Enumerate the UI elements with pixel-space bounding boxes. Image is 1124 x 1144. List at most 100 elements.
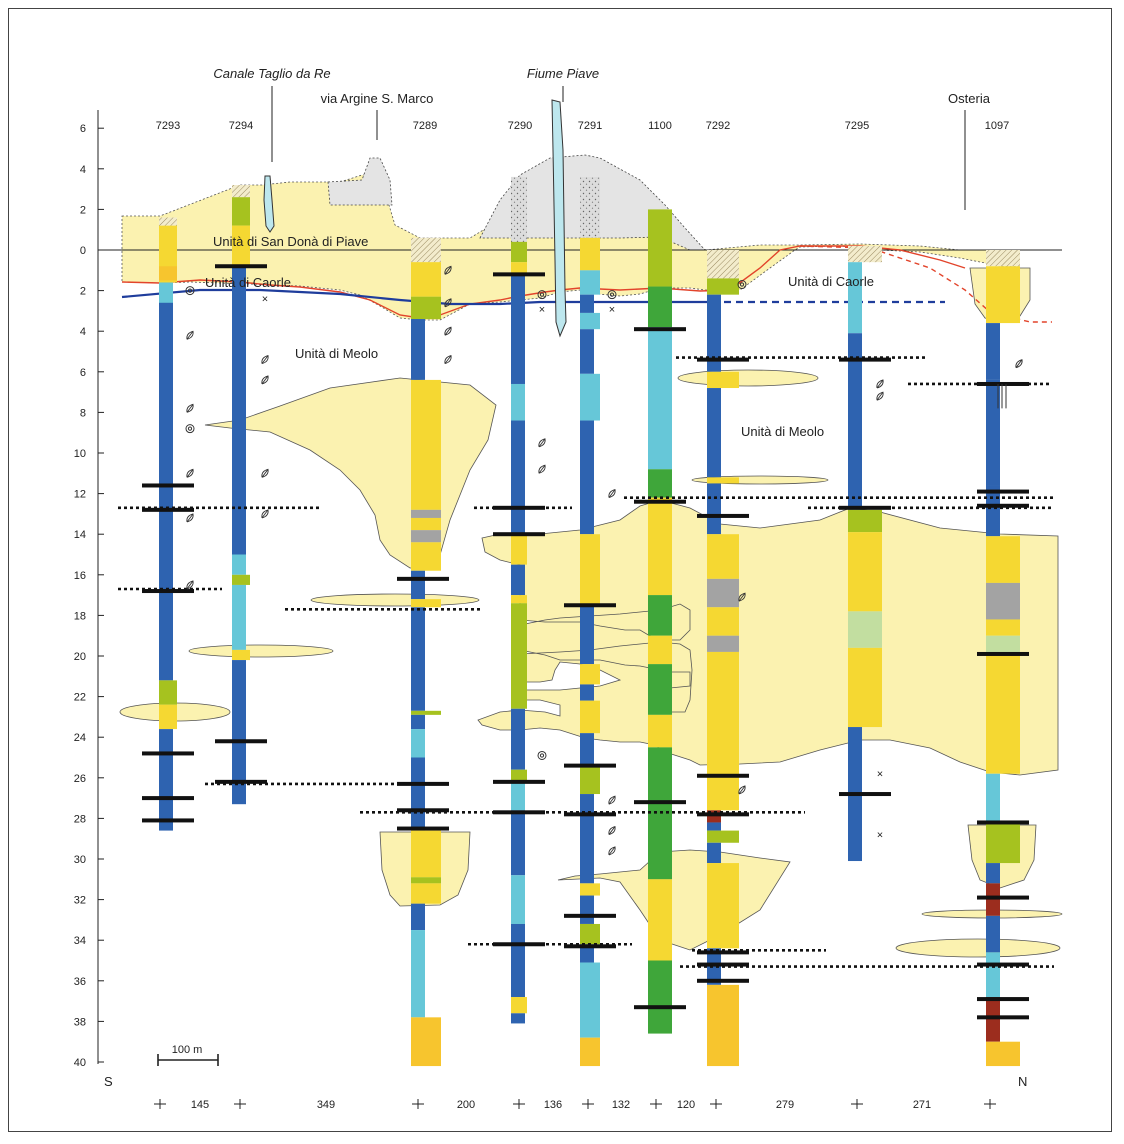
plant-remains-symbol xyxy=(608,846,616,856)
borehole-layer xyxy=(511,708,525,770)
borehole-layer xyxy=(411,599,441,608)
borehole-layer xyxy=(986,1041,1020,1067)
borehole-layer xyxy=(648,879,672,961)
unit-label-san-dona: Unità di San Donà di Piave xyxy=(213,234,368,249)
depth-tick-label: 2 xyxy=(80,204,86,216)
contact-bar xyxy=(142,796,194,801)
spacing-value: 136 xyxy=(544,1099,562,1111)
depth-tick-label: 10 xyxy=(74,448,86,460)
spacing-value: 200 xyxy=(457,1099,475,1111)
contact-bar xyxy=(493,779,545,784)
borehole-layer xyxy=(580,1037,600,1067)
contact-bar xyxy=(564,603,616,608)
borehole-layer xyxy=(411,714,425,730)
unit-label-caorle-left: Unità di Caorle xyxy=(205,275,291,290)
contact-bar xyxy=(397,576,449,581)
contact-bar xyxy=(564,944,616,949)
borehole-layer xyxy=(511,176,527,242)
borehole-layer xyxy=(986,653,1020,774)
borehole-layer xyxy=(580,664,600,685)
borehole-layer xyxy=(848,647,882,728)
borehole-layer xyxy=(986,952,1000,998)
borehole-1100 xyxy=(648,209,672,1034)
contact-bar xyxy=(397,781,449,786)
borehole-layer xyxy=(707,842,721,864)
label-canale-taglio: Canale Taglio da Re xyxy=(213,66,330,81)
borehole-layer xyxy=(511,997,527,1014)
shell-symbol xyxy=(537,750,547,760)
contact-bar xyxy=(977,651,1029,656)
borehole-layer xyxy=(580,605,594,665)
borehole-layer xyxy=(411,729,425,758)
plant-remains-symbol xyxy=(738,785,746,795)
borehole-layer xyxy=(707,388,721,478)
borehole-layer xyxy=(411,930,425,1018)
contact-bar xyxy=(634,1005,686,1010)
borehole-layer xyxy=(986,997,1000,1042)
borehole-layer xyxy=(707,250,739,279)
borehole-layer xyxy=(580,294,594,313)
contact-bar xyxy=(493,272,545,277)
caorle-boundary-line xyxy=(121,245,966,319)
contact-bar xyxy=(697,962,749,967)
borehole-layer xyxy=(411,509,441,518)
contact-bar xyxy=(142,818,194,823)
borehole-layer xyxy=(648,469,672,498)
plant-remains-symbol xyxy=(538,464,546,474)
lens-7289-17m xyxy=(310,593,480,607)
borehole-layer xyxy=(580,794,594,884)
contact-bar xyxy=(697,357,749,362)
plant-remains-symbol xyxy=(186,513,194,523)
contact-bar xyxy=(564,913,616,918)
borehole-layer xyxy=(986,379,1000,486)
sand-body-central xyxy=(477,499,1059,776)
correlation-lines: × × × × × xyxy=(118,265,1054,968)
borehole-layer xyxy=(511,810,525,876)
borehole-layer xyxy=(511,262,527,275)
borehole-layer xyxy=(707,822,721,831)
borehole-layer xyxy=(411,877,441,884)
contact-bar xyxy=(142,751,194,756)
plant-remains-symbol xyxy=(261,468,269,478)
borehole-layer xyxy=(511,769,527,782)
shell-symbol-inner xyxy=(539,753,545,758)
borehole-layer xyxy=(848,509,882,533)
borehole-layer xyxy=(707,651,739,811)
shell-symbol-inner xyxy=(539,292,545,297)
borehole-layer xyxy=(580,329,594,374)
borehole-layer xyxy=(411,710,441,715)
contact-bar xyxy=(977,895,1029,900)
borehole-layer xyxy=(580,700,600,734)
borehole-layer xyxy=(511,241,527,263)
shell-symbol-inner xyxy=(187,426,193,431)
borehole-id-label: 7294 xyxy=(229,120,253,132)
borehole-7292 xyxy=(707,250,739,1067)
depth-tick-label: 36 xyxy=(74,976,86,988)
borehole-layer xyxy=(986,883,1000,916)
plant-remains-symbol xyxy=(444,298,452,308)
borehole-1097 xyxy=(986,250,1020,1067)
borehole-layer xyxy=(848,245,882,263)
borehole-layer xyxy=(511,274,525,384)
borehole-layer xyxy=(648,664,672,715)
borehole-id-label: 1097 xyxy=(985,120,1009,132)
label-fiume-piave: Fiume Piave xyxy=(527,66,599,81)
depth-tick-label: 18 xyxy=(74,610,86,622)
channel-taglio xyxy=(263,175,275,233)
unit-label-caorle-right: Unità di Caorle xyxy=(788,274,874,289)
borehole-id-label: 7293 xyxy=(156,120,180,132)
borehole-layer xyxy=(707,607,739,636)
lens-7294-19m xyxy=(188,644,334,658)
plant-remains-symbol xyxy=(261,355,269,365)
borehole-layer xyxy=(580,895,594,924)
contact-bar xyxy=(215,779,267,784)
borehole-layer xyxy=(232,660,246,805)
depth-tick-label: 2 xyxy=(80,286,86,298)
plant-remains-symbol xyxy=(1015,359,1023,369)
contact-bar xyxy=(634,800,686,805)
contact-bar xyxy=(697,812,749,817)
channel-fiume-piave xyxy=(551,99,567,338)
borehole-layer xyxy=(511,1013,525,1024)
borehole-layer xyxy=(159,266,177,281)
spacing-value: 279 xyxy=(776,1099,794,1111)
